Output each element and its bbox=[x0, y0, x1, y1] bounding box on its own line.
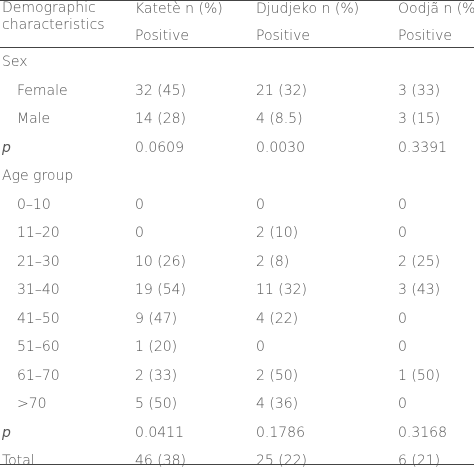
cell: 2 (33) bbox=[135, 367, 178, 384]
header-title: Demographic characteristics bbox=[2, 0, 105, 33]
column-subheader: Positive bbox=[398, 28, 452, 44]
cell: 19 (54) bbox=[135, 282, 187, 298]
cell: 0 bbox=[135, 196, 144, 213]
cell: 0.3391 bbox=[398, 139, 447, 156]
row-label: 0–10 bbox=[17, 196, 51, 213]
cell: 9 (47) bbox=[135, 310, 178, 327]
cell: 4 (36) bbox=[256, 396, 299, 412]
row-label: 31–40 bbox=[17, 282, 60, 298]
row-label: p bbox=[2, 424, 11, 441]
cell: 0.3168 bbox=[398, 424, 447, 441]
row-label: >70 bbox=[17, 396, 47, 412]
row-label: 11–20 bbox=[17, 225, 60, 241]
cell: 3 (43) bbox=[398, 282, 441, 298]
cell: 5 (50) bbox=[135, 396, 178, 412]
row-label: Male bbox=[17, 111, 51, 127]
section-label: Sex bbox=[2, 54, 28, 70]
row-label: p bbox=[2, 139, 11, 156]
cell: 0 bbox=[135, 225, 144, 241]
cell: 0.0030 bbox=[256, 139, 305, 156]
cell: 0 bbox=[398, 310, 407, 327]
cell: 2 (50) bbox=[256, 367, 299, 384]
cell: 10 (26) bbox=[135, 253, 187, 270]
cell: 4 (22) bbox=[256, 310, 299, 327]
cell: 2 (10) bbox=[256, 225, 299, 241]
cell: 3 (15) bbox=[398, 111, 441, 127]
row-label: 51–60 bbox=[17, 339, 60, 355]
cell: 4 (8.5) bbox=[256, 111, 303, 127]
cell: 0 bbox=[398, 225, 407, 241]
cell: 0 bbox=[256, 339, 265, 355]
cell: 3 (33) bbox=[398, 82, 441, 99]
cell: 0.1786 bbox=[256, 424, 305, 441]
cell: 0.0411 bbox=[135, 424, 184, 441]
cell: 0 bbox=[256, 196, 265, 213]
cell: 0 bbox=[398, 339, 407, 355]
cell: 46 (38) bbox=[135, 453, 187, 469]
column-subheader: Positive bbox=[256, 28, 310, 44]
cell: 2 (25) bbox=[398, 253, 441, 270]
column-header: Djudjeko n (%) bbox=[256, 1, 360, 17]
row-label: 21–30 bbox=[17, 253, 60, 270]
cell: 1 (20) bbox=[135, 339, 178, 355]
cell: 6 (21) bbox=[398, 453, 441, 469]
cell: 1 (50) bbox=[398, 367, 441, 384]
cell: 0 bbox=[398, 196, 407, 213]
cell: 0 bbox=[398, 396, 407, 412]
header-rule bbox=[0, 47, 474, 48]
cell: 14 (28) bbox=[135, 111, 187, 127]
cell: 11 (32) bbox=[256, 282, 308, 298]
row-label: Total bbox=[2, 453, 35, 469]
cell: 32 (45) bbox=[135, 82, 187, 99]
column-subheader: Positive bbox=[135, 28, 189, 44]
cell: 2 (8) bbox=[256, 253, 290, 270]
cell: 0.0609 bbox=[135, 139, 184, 156]
cell: 25 (22) bbox=[256, 453, 308, 469]
row-label: 41–50 bbox=[17, 310, 60, 327]
row-label: 61–70 bbox=[17, 367, 60, 384]
column-header: Katetè n (%) bbox=[135, 1, 223, 17]
cell: 21 (32) bbox=[256, 82, 308, 99]
section-label: Age group bbox=[2, 168, 74, 184]
row-label: Female bbox=[17, 82, 68, 99]
column-header: Oodjã n (%) bbox=[398, 1, 474, 17]
top-rule bbox=[0, 0, 474, 1]
